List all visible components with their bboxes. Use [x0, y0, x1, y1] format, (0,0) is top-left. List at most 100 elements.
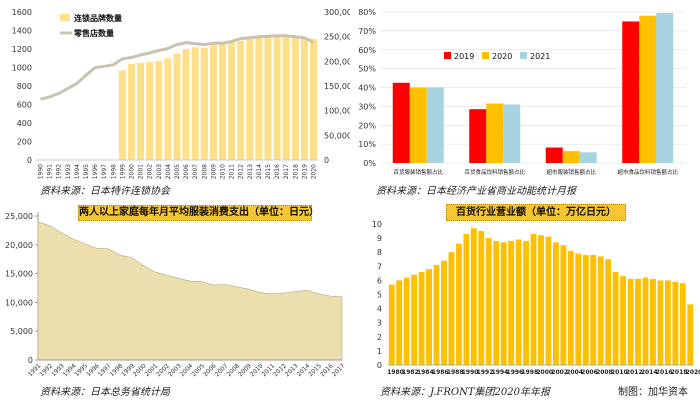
bar-dept-sales: [642, 277, 649, 365]
dept-sales-chart: 0 1 2 3 4 5 6 7 8 9 10 1980198219841986198819901992…: [372, 220, 700, 376]
bar-dept-sales: [635, 278, 641, 365]
bar-chain-brands: [228, 41, 236, 160]
bar-dept-sales: [687, 304, 694, 365]
y-tick-label: 20%: [358, 121, 376, 130]
legend-label-2020: 2020: [492, 52, 512, 61]
x-category-label: 百货服装销售额占比: [393, 168, 443, 176]
bar-chain-brands: [273, 36, 281, 160]
clothing-source: 资料来源：日本总务省统计局: [40, 387, 170, 398]
x-category-label: 百货食品饮料销售额占比: [464, 168, 525, 176]
bar-2020: [562, 151, 580, 163]
bar-dept-sales: [605, 259, 612, 365]
y-tick-label: 400: [17, 119, 32, 128]
y-tick-label: 1200: [12, 45, 32, 54]
bar-dept-sales: [508, 240, 515, 365]
x-tick-label: 2007: [192, 164, 199, 179]
area-clothing-expenditure: [37, 221, 343, 361]
bar-dept-sales: [597, 256, 604, 365]
bar-chain-brands: [118, 70, 126, 160]
bar-dept-sales: [485, 238, 492, 365]
bar-2021: [426, 87, 444, 163]
bar-2020: [486, 103, 504, 163]
bar-dept-sales: [515, 239, 522, 365]
bar-dept-sales: [530, 233, 537, 365]
x-tick-label: 2010: [611, 369, 628, 376]
x-tick-label: 2009: [210, 164, 217, 179]
x-tick-label: 2014: [256, 164, 263, 179]
bar-dept-sales: [470, 228, 477, 365]
y-tick-label: 0: [28, 356, 33, 365]
y2-tick-label: 100,000: [324, 107, 350, 116]
y-tick-label: 0%: [363, 159, 376, 168]
x-tick-label: 1986: [432, 369, 449, 376]
x-tick-label: 2017: [331, 362, 347, 378]
x-tick-label: 2006: [581, 369, 598, 376]
legend-swatch-2019: [444, 52, 451, 59]
x-tick-label: 2016: [274, 164, 281, 179]
bar-dept-sales: [478, 231, 485, 365]
y-tick-label: 10,000: [5, 298, 33, 307]
x-tick-label: 2018: [292, 164, 299, 179]
bar-dept-sales: [523, 240, 530, 365]
x-tick-label: 2010: [219, 164, 226, 179]
bar-dept-sales: [538, 235, 544, 365]
y-tick-label: 5,000: [10, 327, 33, 336]
y-tick-label: 800: [17, 82, 32, 91]
y-tick-label: 0: [377, 361, 382, 370]
bar-2019: [469, 109, 487, 163]
bar-chain-brands: [127, 63, 136, 160]
bar-dept-sales: [612, 271, 619, 365]
x-tick-label: 2004: [566, 369, 583, 376]
y-tick-label: 40%: [358, 84, 376, 93]
y-tick-label: 2: [377, 333, 382, 342]
bar-2021: [503, 104, 521, 163]
x-tick-label: 1988: [447, 369, 464, 376]
bar-dept-sales: [575, 253, 582, 365]
bar-dept-sales: [560, 245, 567, 365]
bar-dept-sales: [455, 243, 462, 365]
y-tick-label: 1600: [12, 8, 32, 17]
x-tick-label: 1980: [387, 369, 404, 376]
bar-dept-sales: [552, 242, 559, 365]
line-retail-stores: [40, 34, 315, 101]
bar-dept-sales: [672, 281, 679, 365]
bar-dept-sales: [500, 242, 507, 365]
x-tick-label: 2011: [229, 164, 236, 179]
x-tick-label: 2014: [641, 369, 658, 376]
y-tick-label: 80%: [358, 8, 376, 17]
y-tick-label: 7: [377, 262, 382, 271]
chart-panel-clothing: 0 5,000 10,000 15,000 20,000 25,000 1991 1992 19…: [0, 200, 350, 400]
bar-2021: [656, 12, 674, 163]
y-tick-label: 8: [377, 248, 382, 257]
x-tick-label: 2015: [265, 164, 272, 179]
x-tick-label: 2017: [283, 164, 290, 179]
x-tick-label: 1982: [402, 369, 419, 376]
bar-chain-brands: [173, 53, 181, 160]
x-tick-label: 2019: [301, 164, 308, 179]
y-tick-label: 60%: [358, 46, 376, 55]
bar-dept-sales: [396, 280, 403, 365]
bar-dept-sales: [493, 240, 500, 365]
bar-dept-sales: [418, 271, 425, 365]
x-tick-label: 1991: [47, 164, 54, 179]
y-tick-label: 20,000: [5, 241, 33, 250]
bar-chain-brands: [182, 49, 190, 160]
y2-tick-label: 250,000: [324, 33, 350, 42]
y-tick-label: 50%: [358, 65, 376, 74]
y2-tick-label: 150,000: [324, 82, 350, 91]
y-tick-label: 600: [17, 101, 32, 110]
x-tick-label: 1995: [83, 164, 90, 179]
x-tick-label: 2008: [596, 369, 613, 376]
dept-sales-credit: 制图：加华资本: [618, 387, 688, 398]
y-tick-label: 10%: [358, 140, 376, 149]
bar-chain-brands: [309, 38, 317, 161]
y2-tick-label: 50,000: [324, 131, 350, 140]
bar-chain-brands: [237, 40, 245, 160]
bar-chain-brands: [146, 61, 154, 161]
bar-2019: [545, 147, 563, 163]
y-tick-label: 15,000: [5, 270, 33, 279]
bar-dept-sales: [679, 283, 686, 365]
bar-dept-sales: [403, 277, 410, 365]
x-tick-label: 1992: [56, 164, 63, 179]
x-tick-label: 1996: [507, 369, 524, 376]
